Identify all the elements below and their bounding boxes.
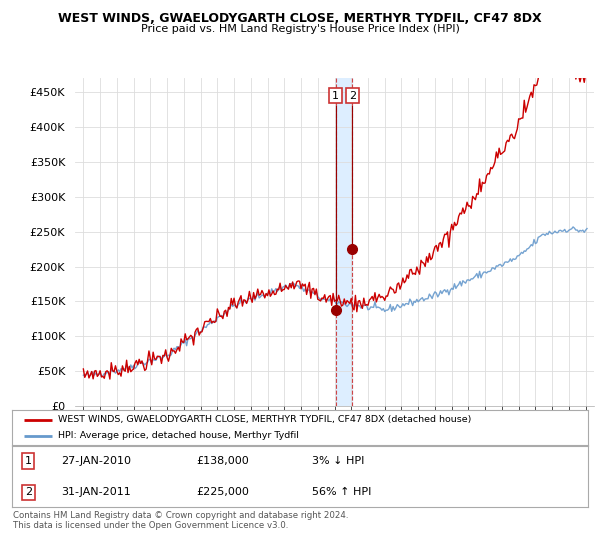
Text: 31-JAN-2011: 31-JAN-2011 [61, 487, 131, 497]
Text: 1: 1 [332, 91, 339, 101]
Text: WEST WINDS, GWAELODYGARTH CLOSE, MERTHYR TYDFIL, CF47 8DX (detached house): WEST WINDS, GWAELODYGARTH CLOSE, MERTHYR… [58, 416, 472, 424]
Text: 3% ↓ HPI: 3% ↓ HPI [311, 456, 364, 466]
Text: Contains HM Land Registry data © Crown copyright and database right 2024.
This d: Contains HM Land Registry data © Crown c… [13, 511, 349, 530]
Text: £138,000: £138,000 [196, 456, 249, 466]
Text: Price paid vs. HM Land Registry's House Price Index (HPI): Price paid vs. HM Land Registry's House … [140, 24, 460, 34]
Bar [335, 78, 352, 406]
Text: 1: 1 [25, 456, 32, 466]
Text: HPI: Average price, detached house, Merthyr Tydfil: HPI: Average price, detached house, Mert… [58, 431, 299, 440]
Text: 56% ↑ HPI: 56% ↑ HPI [311, 487, 371, 497]
Text: 2: 2 [25, 487, 32, 497]
Text: WEST WINDS, GWAELODYGARTH CLOSE, MERTHYR TYDFIL, CF47 8DX: WEST WINDS, GWAELODYGARTH CLOSE, MERTHYR… [58, 12, 542, 25]
Text: 2: 2 [349, 91, 356, 101]
Text: £225,000: £225,000 [196, 487, 249, 497]
Text: 27-JAN-2010: 27-JAN-2010 [61, 456, 131, 466]
